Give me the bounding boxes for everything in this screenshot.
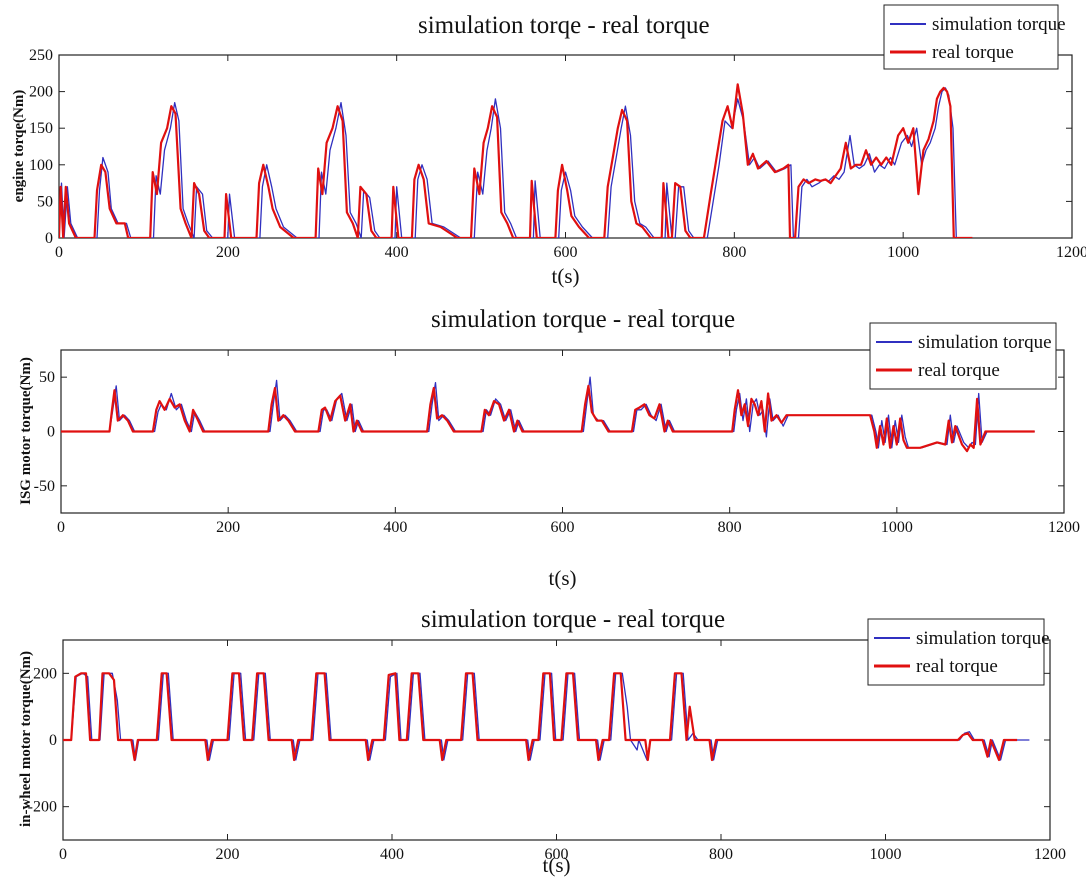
x-axis-label: t(s)	[549, 566, 577, 590]
x-tick-label: 800	[718, 519, 742, 536]
legend-label: real torque	[916, 656, 998, 677]
engine-torque-chart: simulation torqe - real torque 0 200 400 60…	[0, 0, 1086, 290]
plot-frame	[58, 54, 1073, 239]
x-tick-label: 0	[55, 244, 63, 261]
y-tick-label: -200	[28, 799, 57, 816]
legend-label: simulation torque	[916, 628, 1050, 649]
x-tick-label: 200	[216, 244, 240, 261]
x-tick-label: 0	[57, 519, 65, 536]
simulation-torque-line	[59, 87, 973, 238]
x-tick-label: 600	[554, 244, 578, 261]
y-tick-label: -50	[34, 478, 55, 495]
in-wheel-motor-torque-plot: 0 200 400 600 800 1000 1200 -200 0 200 t(s) in-whee…	[18, 618, 1066, 877]
y-tick-label: 50	[39, 369, 55, 386]
y-tick-label: 150	[29, 120, 53, 137]
y-tick-label: 0	[47, 424, 55, 441]
legend-box	[869, 322, 1057, 390]
y-tick-label: 50	[37, 193, 53, 210]
legend-box	[867, 618, 1045, 686]
legend-box	[883, 4, 1059, 70]
x-tick-label: 0	[59, 846, 67, 863]
x-tick-label: 1000	[887, 244, 919, 261]
x-tick-label: 600	[545, 846, 569, 863]
y-axis-label: engine torqe(Nm)	[11, 90, 27, 203]
x-tick-label: 600	[551, 519, 575, 536]
y-axis-label: ISG motor torque(Nm)	[18, 357, 34, 505]
real-torque-line	[61, 384, 1035, 453]
chart-title: simulation torque - real torque	[431, 306, 736, 333]
x-tick-label: 400	[385, 244, 409, 261]
isg-motor-torque-chart: simulation torque - real torque 0 200 400 6…	[0, 290, 1086, 590]
isg-motor-torque-plot: 0 200 400 600 800 1000 1200 -50 0 50 t(s) ISG motor…	[18, 322, 1080, 590]
y-tick-label: 250	[29, 47, 53, 64]
x-tick-label: 1000	[881, 519, 913, 536]
x-tick-label: 200	[216, 519, 240, 536]
legend-label: real torque	[918, 360, 1000, 381]
x-tick-label: 1200	[1048, 519, 1080, 536]
legend-label: simulation torque	[918, 332, 1052, 353]
real-torque-line	[63, 672, 1018, 762]
y-tick-label: 0	[49, 732, 57, 749]
in-wheel-motor-torque-chart: simulation torque - real torque 0 200 400 6…	[0, 590, 1086, 877]
x-axis-label: t(s)	[552, 264, 580, 288]
simulation-torque-line	[63, 672, 1030, 761]
chart-title: simulation torque - real torque	[421, 606, 726, 633]
engine-torque-plot: 0 200 400 600 800 1000 1200 0 50 100 150 200 250 t(s)…	[11, 4, 1086, 288]
x-tick-label: 400	[383, 519, 407, 536]
y-tick-label: 200	[29, 84, 53, 101]
x-tick-label: 400	[380, 846, 404, 863]
x-tick-label: 800	[709, 846, 733, 863]
x-tick-label: 800	[722, 244, 746, 261]
real-torque-line	[59, 83, 973, 238]
y-tick-label: 0	[45, 230, 53, 247]
x-tick-label: 1200	[1034, 846, 1066, 863]
legend-label: simulation torque	[932, 14, 1066, 35]
y-axis-label: in-wheel motor torque(Nm)	[18, 651, 34, 827]
x-tick-label: 200	[216, 846, 240, 863]
x-tick-label: 1000	[870, 846, 902, 863]
x-axis-label: t(s)	[543, 853, 571, 877]
y-tick-label: 100	[29, 157, 53, 174]
chart-title: simulation torqe - real torque	[418, 12, 710, 39]
legend-label: real torque	[932, 42, 1014, 63]
y-tick-label: 200	[33, 665, 57, 682]
x-tick-label: 1200	[1056, 244, 1086, 261]
